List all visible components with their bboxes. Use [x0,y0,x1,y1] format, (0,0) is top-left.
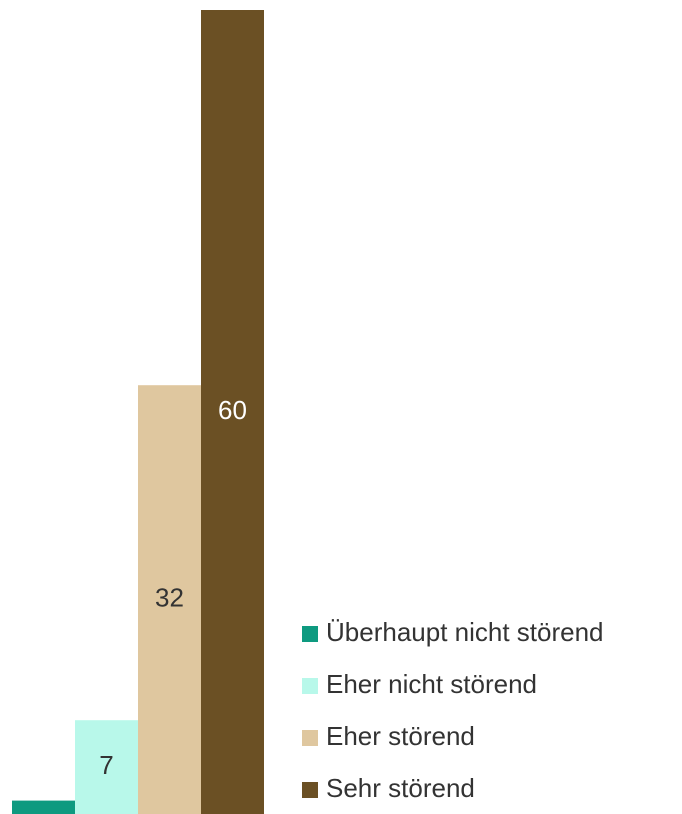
data-label: 7 [99,750,113,780]
bar [12,800,75,814]
bar [75,720,138,814]
data-label: 60 [218,395,247,425]
data-label: 32 [155,582,184,612]
legend-label: Eher nicht störend [326,669,537,699]
legend-swatch [302,678,318,694]
bar [201,10,264,814]
legend-swatch [302,782,318,798]
legend-label: Sehr störend [326,773,475,803]
legend-swatch [302,730,318,746]
legend-label: Überhaupt nicht störend [326,617,604,647]
bar [138,385,201,814]
legend-swatch [302,626,318,642]
legend-label: Eher störend [326,721,475,751]
